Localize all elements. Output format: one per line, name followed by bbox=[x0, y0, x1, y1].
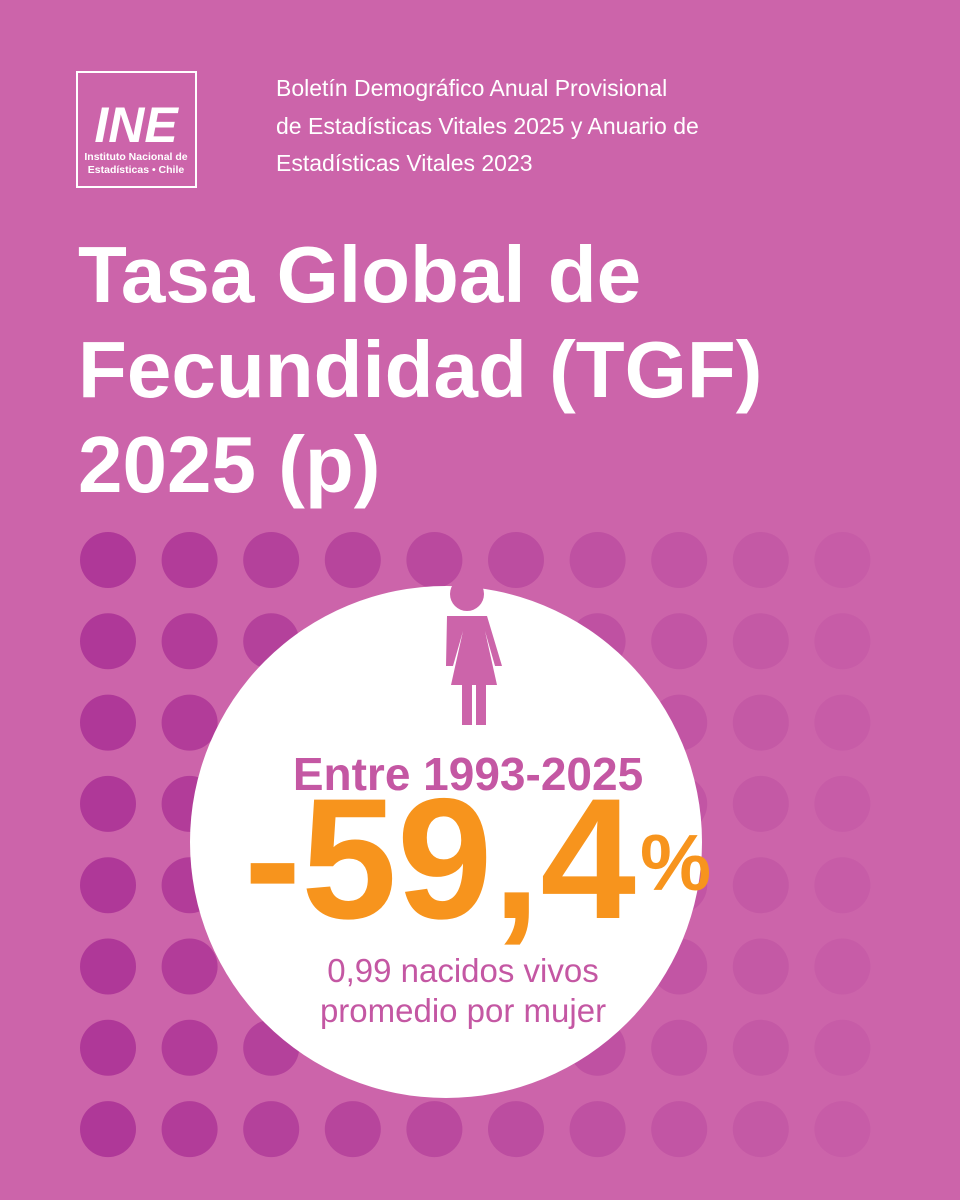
dot bbox=[569, 1101, 626, 1158]
dot bbox=[324, 1101, 381, 1158]
dot bbox=[80, 613, 136, 670]
dot bbox=[814, 1019, 871, 1076]
dot bbox=[161, 532, 218, 588]
title-line: Fecundidad (TGF) bbox=[78, 325, 762, 414]
dot bbox=[651, 532, 708, 588]
dot bbox=[324, 532, 381, 588]
dot bbox=[243, 1101, 300, 1158]
dot bbox=[161, 694, 218, 751]
title-line: 2025 (p) bbox=[78, 420, 380, 509]
dot bbox=[732, 1019, 789, 1076]
dot bbox=[80, 857, 136, 914]
stat-unit: % bbox=[640, 818, 711, 907]
highlight-circle bbox=[190, 586, 702, 1098]
dot bbox=[814, 857, 871, 914]
dot bbox=[569, 532, 626, 588]
dot bbox=[732, 857, 789, 914]
dot bbox=[80, 1101, 136, 1158]
dot bbox=[80, 694, 136, 751]
woman-icon bbox=[446, 577, 502, 725]
logo-mark: INE bbox=[94, 97, 179, 153]
dot bbox=[732, 775, 789, 832]
dot bbox=[732, 1101, 789, 1158]
dot bbox=[406, 1101, 463, 1158]
dot bbox=[732, 532, 789, 588]
dot bbox=[651, 1019, 708, 1076]
dot bbox=[406, 532, 463, 588]
dot bbox=[651, 613, 708, 670]
header-line: Boletín Demográfico Anual Provisional bbox=[276, 75, 667, 101]
dot bbox=[80, 938, 136, 995]
dot bbox=[814, 613, 871, 670]
dot bbox=[814, 1101, 871, 1158]
dot bbox=[80, 1019, 136, 1076]
dot bbox=[732, 938, 789, 995]
dot bbox=[161, 938, 218, 995]
logo-text: Instituto Nacional de bbox=[84, 151, 187, 163]
stat-period: Entre 1993-2025 bbox=[293, 748, 643, 800]
title-line: Tasa Global de bbox=[78, 230, 641, 319]
logo-text: Estadísticas • Chile bbox=[88, 164, 185, 176]
dot bbox=[161, 1101, 218, 1158]
dot bbox=[161, 613, 218, 670]
dot bbox=[814, 775, 871, 832]
dot bbox=[488, 532, 544, 588]
stat-note: 0,99 nacidos vivos bbox=[327, 952, 599, 989]
dot bbox=[814, 938, 871, 995]
dot bbox=[732, 694, 789, 751]
dot bbox=[488, 1101, 544, 1158]
dot bbox=[651, 1101, 708, 1158]
dot bbox=[732, 613, 789, 670]
dot bbox=[80, 775, 136, 832]
dot bbox=[161, 1019, 218, 1076]
dot bbox=[243, 532, 300, 588]
header-line: Estadísticas Vitales 2023 bbox=[276, 150, 533, 176]
logo-frame bbox=[76, 71, 197, 188]
stat-note: promedio por mujer bbox=[320, 992, 606, 1029]
dot bbox=[80, 532, 136, 588]
header-line: de Estadísticas Vitales 2025 y Anuario d… bbox=[276, 113, 699, 139]
dot bbox=[814, 694, 871, 751]
stat-value: -59,4 bbox=[244, 763, 636, 955]
dot bbox=[814, 532, 871, 588]
